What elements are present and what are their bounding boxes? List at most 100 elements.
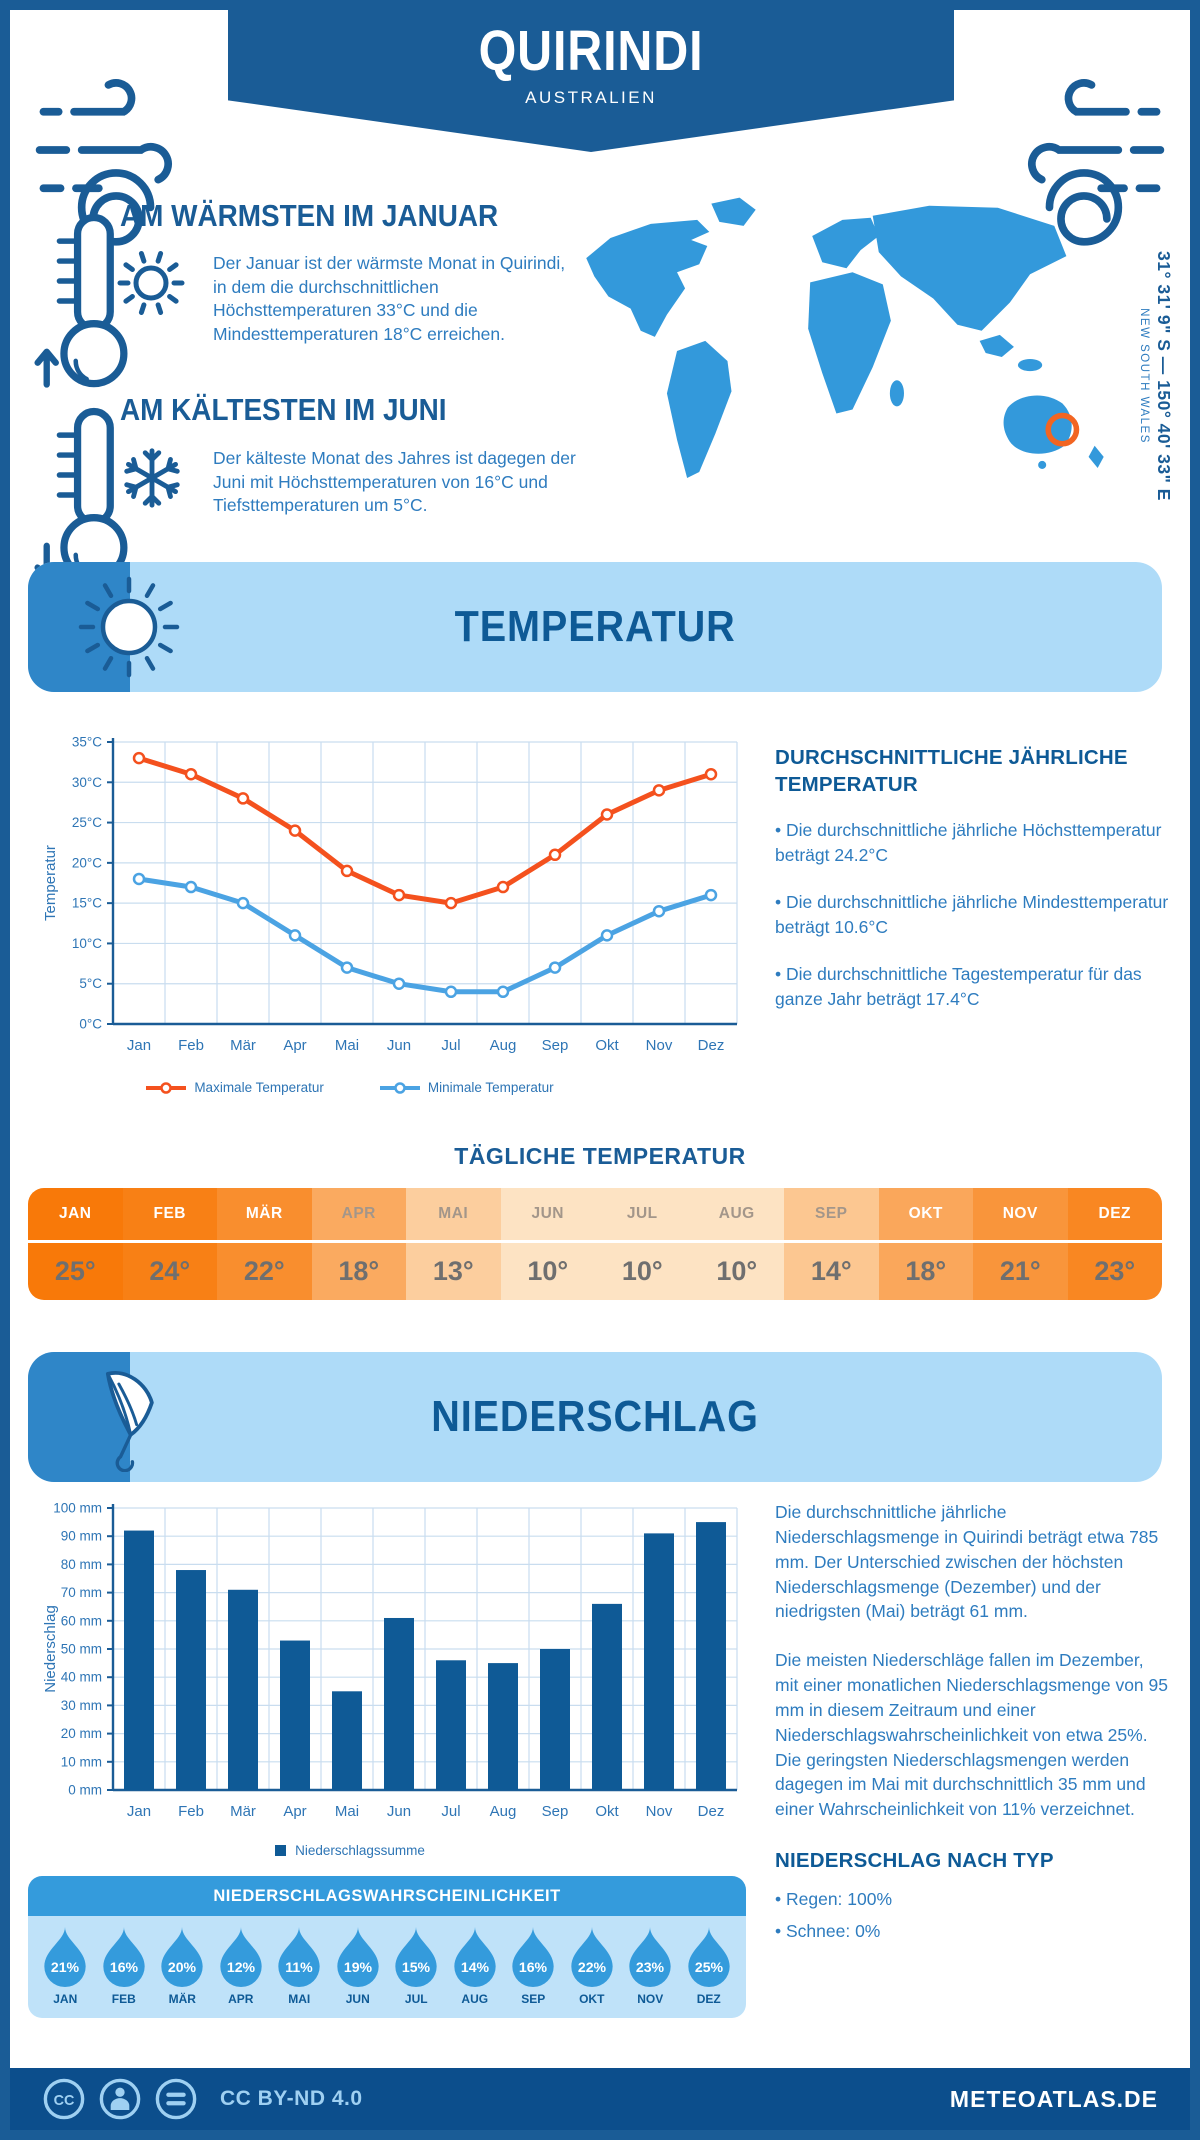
y-tick-label: 10°C xyxy=(72,936,102,951)
footer: CC CC BY-ND 4.0 METEOATLAS.DE xyxy=(10,2068,1190,2130)
precipitation-bar-chart: 0 mm 10 mm 20 mm 30 mm 40 mm 50 mm 60 mm 70 mm 8… xyxy=(42,1501,738,1820)
wind-icon xyxy=(1028,79,1165,246)
x-tick-label: Aug xyxy=(490,1803,517,1820)
x-tick-label: Nov xyxy=(646,1037,673,1054)
legend-item: Maximale Temperatur xyxy=(146,1080,324,1095)
x-tick-label: Nov xyxy=(646,1803,673,1820)
probability-drop: 20% MÄR xyxy=(153,1926,212,2006)
y-tick-label: 35°C xyxy=(72,735,102,750)
month-label: AUG xyxy=(718,1205,755,1222)
daily-temperature-cell: JAN 25° xyxy=(28,1188,123,1300)
data-point xyxy=(444,896,458,910)
probability-drop: 19% JUN xyxy=(329,1926,388,2006)
legend-label: Maximale Temperatur xyxy=(194,1080,324,1095)
probability-value: 20% xyxy=(168,1959,197,1975)
x-tick-label: Jun xyxy=(387,1803,411,1820)
y-tick-label: 70 mm xyxy=(61,1585,102,1600)
x-tick-label: Jan xyxy=(127,1803,151,1820)
data-point xyxy=(652,784,666,797)
data-point xyxy=(548,848,562,862)
cc-glyph: CC xyxy=(54,2093,75,2109)
month-label: MAI xyxy=(288,1992,311,2006)
bar xyxy=(488,1663,518,1790)
precipitation-probability-title: NIEDERSCHLAGSWAHRSCHEINLICHKEIT xyxy=(28,1876,746,1916)
data-point xyxy=(600,929,614,942)
temperature-value: 18° xyxy=(311,1240,406,1300)
raindrop-icon: 16% xyxy=(103,1926,145,1988)
x-tick-label: Apr xyxy=(283,1037,306,1054)
data-point xyxy=(288,929,302,942)
sun-banner-icon xyxy=(78,576,180,678)
raindrop-icon: 11% xyxy=(278,1926,320,1988)
bar xyxy=(280,1640,310,1790)
probability-value: 12% xyxy=(227,1959,256,1975)
y-tick-label: 40 mm xyxy=(61,1670,102,1685)
precipitation-chart-legend: Niederschlagssumme xyxy=(60,1843,640,1858)
probability-drop: 14% AUG xyxy=(446,1926,505,2006)
x-tick-label: Okt xyxy=(595,1037,619,1054)
probability-drop: 16% FEB xyxy=(95,1926,154,2006)
y-tick-label: 50 mm xyxy=(61,1642,102,1657)
legend-label: Minimale Temperatur xyxy=(427,1080,554,1095)
location-marker xyxy=(1045,412,1080,447)
probability-drop: 25% DEZ xyxy=(680,1926,739,2006)
raindrop-icon: 20% xyxy=(161,1926,203,1988)
series-maximale-temperatur xyxy=(132,751,718,910)
probability-value: 11% xyxy=(286,1959,314,1975)
daily-temperature-cell: JUL 10° xyxy=(595,1188,690,1300)
probability-drop: 12% APR xyxy=(212,1926,271,2006)
data-point xyxy=(600,808,614,821)
warmest-title: AM WÄRMSTEN IM JANUAR xyxy=(120,198,499,233)
temperature-value: 21° xyxy=(973,1240,1068,1300)
y-tick-label: 25°C xyxy=(72,815,102,830)
cc-icon: CC xyxy=(43,2078,85,2120)
bar xyxy=(644,1533,674,1790)
x-tick-label: Jul xyxy=(441,1803,460,1820)
data-point xyxy=(704,767,718,781)
grid xyxy=(112,741,738,1025)
probability-drop: 11% MAI xyxy=(270,1926,329,2006)
warmest-text: Der Januar ist der wärmste Monat in Quir… xyxy=(213,253,566,344)
data-point xyxy=(392,977,406,990)
temperature-value: 23° xyxy=(1067,1240,1162,1300)
probability-value: 15% xyxy=(402,1959,431,1975)
temperature-section-banner: TEMPERATUR xyxy=(28,562,1162,692)
month-label: MAI xyxy=(438,1205,469,1222)
daily-temperature-cell: OKT 18° xyxy=(878,1188,973,1300)
data-point xyxy=(132,751,146,765)
temperature-value: 18° xyxy=(878,1240,973,1300)
x-tick-label: Mai xyxy=(335,1037,359,1054)
data-point xyxy=(444,985,458,999)
legend-marker xyxy=(379,1081,420,1094)
data-point xyxy=(340,864,354,878)
temperature-value: 24° xyxy=(122,1240,217,1300)
y-tick-label: 30 mm xyxy=(61,1698,102,1713)
data-point xyxy=(496,985,510,999)
precipitation-paragraph: Die meisten Niederschläge fallen im Deze… xyxy=(775,1650,1168,1820)
bar xyxy=(436,1660,466,1790)
bar xyxy=(124,1530,154,1790)
y-tick-label: 20 mm xyxy=(61,1726,102,1741)
footer-site-link[interactable]: METEOATLAS.DE xyxy=(949,2085,1158,2112)
x-tick-label: Sep xyxy=(542,1803,569,1820)
series-minimale-temperatur xyxy=(132,872,718,999)
data-point xyxy=(236,896,250,910)
raindrop-icon: 16% xyxy=(512,1926,554,1988)
data-point xyxy=(288,824,302,837)
daily-temperature-cell: DEZ 23° xyxy=(1067,1188,1162,1300)
raindrop-icon: 12% xyxy=(220,1926,262,1988)
x-tick-label: Feb xyxy=(178,1037,204,1054)
temperature-section-title: TEMPERATUR xyxy=(454,602,736,651)
probability-value: 19% xyxy=(344,1959,373,1975)
x-tick-label: Jan xyxy=(127,1037,151,1054)
daily-temperature-cell: AUG 10° xyxy=(689,1188,784,1300)
month-label: AUG xyxy=(461,1992,489,2006)
month-label: APR xyxy=(228,1992,254,2006)
data-point xyxy=(184,767,198,781)
annual-temperature-heading: DURCHSCHNITTLICHE JÄHRLICHE TEMPERATUR xyxy=(775,746,1128,796)
temperature-value: 10° xyxy=(500,1240,595,1300)
daily-temperature-cell: APR 18° xyxy=(311,1188,406,1300)
precipitation-type-bullet: • Regen: 100% xyxy=(775,1888,893,1909)
data-point xyxy=(652,904,666,918)
raindrop-icon: 21% xyxy=(44,1926,86,1988)
